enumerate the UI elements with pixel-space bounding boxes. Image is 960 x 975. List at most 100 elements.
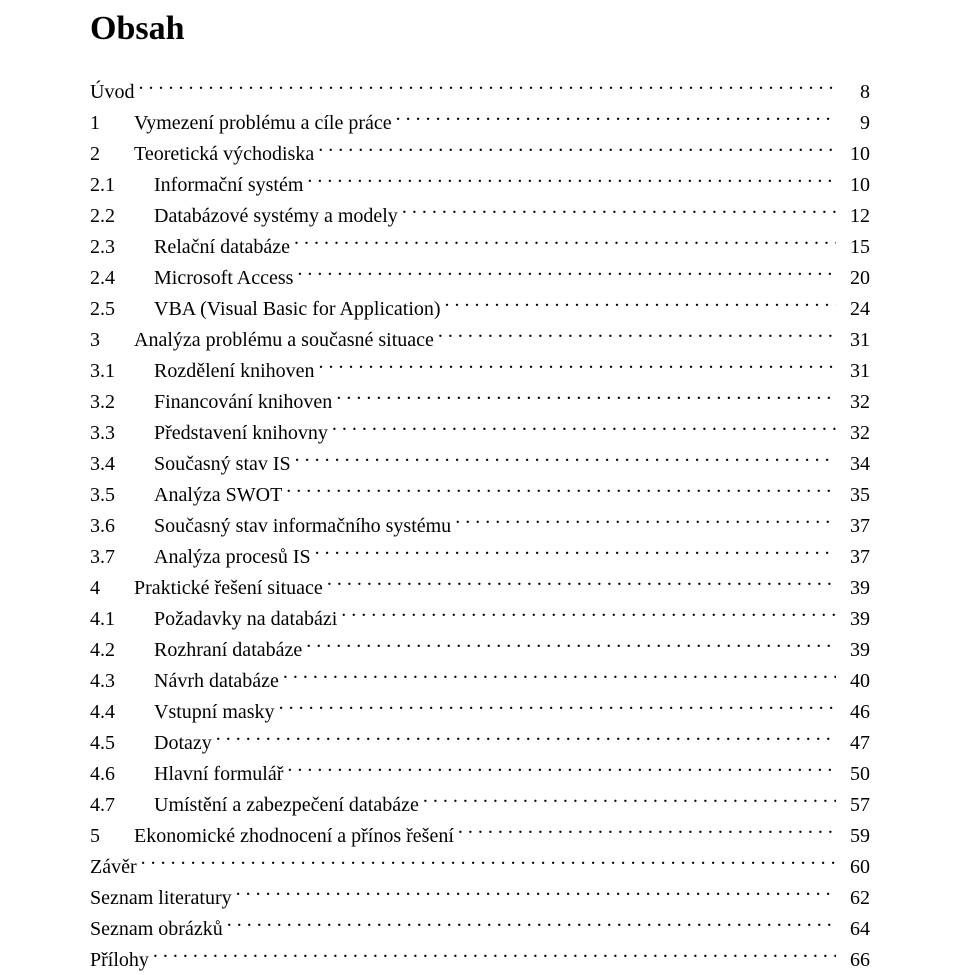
toc-label: Microsoft Access [154, 264, 293, 293]
toc-label: Přílohy [90, 946, 149, 975]
toc-page-number: 64 [840, 915, 870, 944]
toc-leader-dots [332, 417, 836, 439]
toc-leader-dots [294, 231, 836, 253]
toc-leader-dots [138, 76, 836, 98]
toc-row: 3.1Rozdělení knihoven 31 [90, 355, 870, 386]
toc-label: Analýza SWOT [154, 481, 282, 510]
toc-page-number: 46 [840, 698, 870, 727]
page-title: Obsah [90, 10, 870, 48]
toc-label: Současný stav IS [154, 450, 291, 479]
toc-leader-dots [306, 634, 836, 656]
toc-number: 3.1 [90, 357, 154, 386]
toc-page-number: 20 [840, 264, 870, 293]
toc-page-number: 39 [840, 605, 870, 634]
toc-number: 4.6 [90, 760, 154, 789]
toc-row: 3.4Současný stav IS34 [90, 448, 870, 479]
toc-page-number: 10 [840, 140, 870, 169]
toc-page-number: 60 [840, 853, 870, 882]
toc-page-number: 8 [840, 78, 870, 107]
toc-label: Úvod [90, 78, 134, 107]
toc-row: Přílohy 66 [90, 944, 870, 975]
toc-label: Závěr [90, 853, 137, 882]
toc-label: Rozdělení knihoven [154, 357, 315, 386]
toc-number: 2.4 [90, 264, 154, 293]
toc-label: Praktické řešení situace [134, 574, 323, 603]
toc-row: 4Praktické řešení situace39 [90, 572, 870, 603]
toc-page-number: 59 [840, 822, 870, 851]
toc-page-number: 57 [840, 791, 870, 820]
toc-row: Seznam obrázků64 [90, 913, 870, 944]
toc-page-number: 12 [840, 202, 870, 231]
toc-number: 3.4 [90, 450, 154, 479]
toc-leader-dots [336, 386, 836, 408]
toc-leader-dots [455, 510, 836, 532]
toc-row: 4.2Rozhraní databáze39 [90, 634, 870, 665]
toc-leader-dots [327, 572, 836, 594]
toc-label: Současný stav informačního systému [154, 512, 451, 541]
toc-number: 4.7 [90, 791, 154, 820]
toc-number: 2.2 [90, 202, 154, 231]
toc-leader-dots [287, 758, 836, 780]
toc-page-number: 37 [840, 543, 870, 572]
toc-label: Vymezení problému a cíle práce [134, 109, 392, 138]
toc-label: Databázové systémy a modely [154, 202, 398, 231]
toc-label: Financování knihoven [154, 388, 332, 417]
toc-label: Informační systém [154, 171, 303, 200]
toc-number: 2 [90, 140, 134, 169]
toc-number: 4.5 [90, 729, 154, 758]
toc-number: 4 [90, 574, 134, 603]
toc-number: 3.2 [90, 388, 154, 417]
page: Obsah Úvod81Vymezení problému a cíle prá… [0, 0, 960, 964]
toc-number: 4.4 [90, 698, 154, 727]
toc-number: 3.6 [90, 512, 154, 541]
toc-leader-dots [438, 324, 836, 346]
toc-row: 1Vymezení problému a cíle práce 9 [90, 107, 870, 138]
toc-row: 4.7Umístění a zabezpečení databáze 57 [90, 789, 870, 820]
toc-row: 2.2Databázové systémy a modely 12 [90, 200, 870, 231]
toc-leader-dots [423, 789, 836, 811]
toc-label: VBA (Visual Basic for Application) [154, 295, 441, 324]
toc-page-number: 10 [840, 171, 870, 200]
toc-page-number: 31 [840, 357, 870, 386]
toc-row: 2Teoretická východiska10 [90, 138, 870, 169]
toc-page-number: 15 [840, 233, 870, 262]
toc-leader-dots [458, 820, 836, 842]
toc-number: 2.3 [90, 233, 154, 262]
toc-number: 2.5 [90, 295, 154, 324]
toc-row: 2.4Microsoft Access 20 [90, 262, 870, 293]
toc-number: 1 [90, 109, 134, 138]
toc-row: 4.1Požadavky na databázi39 [90, 603, 870, 634]
toc-leader-dots [141, 851, 836, 873]
toc-page-number: 32 [840, 419, 870, 448]
toc-row: 3.3Představení knihovny 32 [90, 417, 870, 448]
toc-label: Představení knihovny [154, 419, 328, 448]
toc-row: 4.5Dotazy47 [90, 727, 870, 758]
toc-number: 2.1 [90, 171, 154, 200]
toc-leader-dots [286, 479, 836, 501]
toc-page-number: 66 [840, 946, 870, 975]
toc-row: 3.6Současný stav informačního systému37 [90, 510, 870, 541]
toc-leader-dots [402, 200, 836, 222]
toc-row: 3.2Financování knihoven32 [90, 386, 870, 417]
toc-page-number: 50 [840, 760, 870, 789]
toc-leader-dots [216, 727, 836, 749]
toc-page-number: 9 [840, 109, 870, 138]
toc-page-number: 24 [840, 295, 870, 324]
toc-leader-dots [445, 293, 836, 315]
toc-leader-dots [307, 169, 836, 191]
toc-label: Ekonomické zhodnocení a přínos řešení [134, 822, 454, 851]
toc-number: 3.3 [90, 419, 154, 448]
table-of-contents: Úvod 8 1Vymezení problému a cíle práce 92Te… [90, 76, 870, 975]
toc-label: Seznam literatury [90, 884, 232, 913]
toc-leader-dots [236, 882, 836, 904]
toc-page-number: 47 [840, 729, 870, 758]
toc-page-number: 40 [840, 667, 870, 696]
toc-label: Relační databáze [154, 233, 290, 262]
toc-number: 3 [90, 326, 134, 355]
toc-label: Umístění a zabezpečení databáze [154, 791, 419, 820]
toc-page-number: 35 [840, 481, 870, 510]
toc-leader-dots [341, 603, 836, 625]
toc-leader-dots [319, 355, 836, 377]
toc-number: 5 [90, 822, 134, 851]
toc-leader-dots [318, 138, 836, 160]
